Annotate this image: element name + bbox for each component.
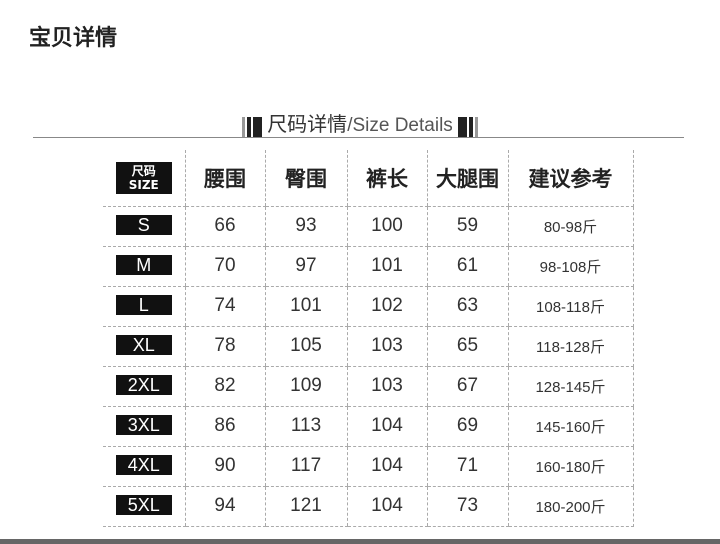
size-table: 尺码 SIZE 腰围 臀围 裤长 大腿围 建议参考 S 66 93 100 59 80-98… xyxy=(103,150,634,527)
table-cell: 67 xyxy=(426,366,508,407)
table-cell: 103 xyxy=(346,326,427,367)
table-cell: 108-118斤 xyxy=(507,286,634,327)
table-cell: 104 xyxy=(346,446,427,487)
table-cell: 73 xyxy=(426,486,508,527)
table-cell: 74 xyxy=(184,286,265,327)
column-header: 大腿围 xyxy=(426,150,508,207)
table-cell: 103 xyxy=(346,366,427,407)
table-cell: 70 xyxy=(184,246,265,287)
page-title: 宝贝详情 xyxy=(29,26,118,51)
heading-cn: 尺码详情 xyxy=(267,112,348,136)
table-cell: 71 xyxy=(426,446,508,487)
table-cell: 118-128斤 xyxy=(507,326,634,367)
table-cell: 94 xyxy=(184,486,265,527)
table-cell: 101 xyxy=(264,286,347,327)
column-header: 腰围 xyxy=(184,150,265,207)
table-cell: 145-160斤 xyxy=(507,406,634,447)
table-cell: 104 xyxy=(346,406,427,447)
size-badge: S xyxy=(115,215,172,235)
table-row: 3XL 86 113 104 69 145-160斤 xyxy=(103,406,634,447)
size-cell: L xyxy=(103,286,185,327)
size-badge: XL xyxy=(115,335,172,355)
size-details-heading: 尺码详情/Size Details xyxy=(0,108,720,138)
table-cell: 97 xyxy=(264,246,347,287)
size-cell: 2XL xyxy=(103,366,185,407)
size-badge: M xyxy=(115,255,172,275)
table-cell: 63 xyxy=(426,286,508,327)
table-cell: 109 xyxy=(264,366,347,407)
table-cell: 121 xyxy=(264,486,347,527)
size-header-cn: 尺码 xyxy=(131,163,156,178)
size-cell: 5XL xyxy=(103,486,185,527)
table-cell: 180-200斤 xyxy=(507,486,634,527)
column-header: 裤长 xyxy=(346,150,427,207)
size-badge: 5XL xyxy=(115,495,172,515)
table-row: L 74 101 102 63 108-118斤 xyxy=(103,286,634,327)
bars-decoration-icon xyxy=(457,114,479,138)
table-cell: 102 xyxy=(346,286,427,327)
size-cell: XL xyxy=(103,326,185,367)
table-row: S 66 93 100 59 80-98斤 xyxy=(103,206,634,247)
size-cell: 3XL xyxy=(103,406,185,447)
column-header: 建议参考 xyxy=(507,150,634,207)
table-cell: 69 xyxy=(426,406,508,447)
table-cell: 59 xyxy=(426,206,508,247)
table-cell: 78 xyxy=(184,326,265,367)
table-cell: 66 xyxy=(184,206,265,247)
table-cell: 113 xyxy=(264,406,347,447)
size-cell: 4XL xyxy=(103,446,185,487)
table-cell: 100 xyxy=(346,206,427,247)
table-row: 2XL 82 109 103 67 128-145斤 xyxy=(103,366,634,407)
heading-en: Size Details xyxy=(352,115,453,136)
table-row: XL 78 105 103 65 118-128斤 xyxy=(103,326,634,367)
table-cell: 104 xyxy=(346,486,427,527)
bars-decoration-icon xyxy=(241,114,263,138)
table-cell: 65 xyxy=(426,326,508,367)
size-badge: L xyxy=(115,295,172,315)
table-cell: 80-98斤 xyxy=(507,206,634,247)
table-header-row: 尺码 SIZE 腰围 臀围 裤长 大腿围 建议参考 xyxy=(103,150,634,207)
table-cell: 117 xyxy=(264,446,347,487)
table-cell: 101 xyxy=(346,246,427,287)
table-cell: 82 xyxy=(184,366,265,407)
size-cell: S xyxy=(103,206,185,247)
table-row: 5XL 94 121 104 73 180-200斤 xyxy=(103,486,634,527)
table-cell: 128-145斤 xyxy=(507,366,634,407)
size-header: 尺码 SIZE xyxy=(103,150,185,207)
heading-separator: / xyxy=(347,115,353,136)
size-badge: 4XL xyxy=(115,455,172,475)
table-cell: 98-108斤 xyxy=(507,246,634,287)
table-row: M 70 97 101 61 98-108斤 xyxy=(103,246,634,287)
size-badge: 2XL xyxy=(115,375,172,395)
size-header-en: SIZE xyxy=(128,177,159,192)
table-row: 4XL 90 117 104 71 160-180斤 xyxy=(103,446,634,487)
size-cell: M xyxy=(103,246,185,287)
table-cell: 86 xyxy=(184,406,265,447)
table-cell: 93 xyxy=(264,206,347,247)
size-badge: 3XL xyxy=(115,415,172,435)
table-cell: 90 xyxy=(184,446,265,487)
table-cell: 160-180斤 xyxy=(507,446,634,487)
table-cell: 61 xyxy=(426,246,508,287)
column-header: 臀围 xyxy=(264,150,347,207)
bottom-bar xyxy=(0,539,720,544)
divider xyxy=(33,137,684,138)
table-cell: 105 xyxy=(264,326,347,367)
